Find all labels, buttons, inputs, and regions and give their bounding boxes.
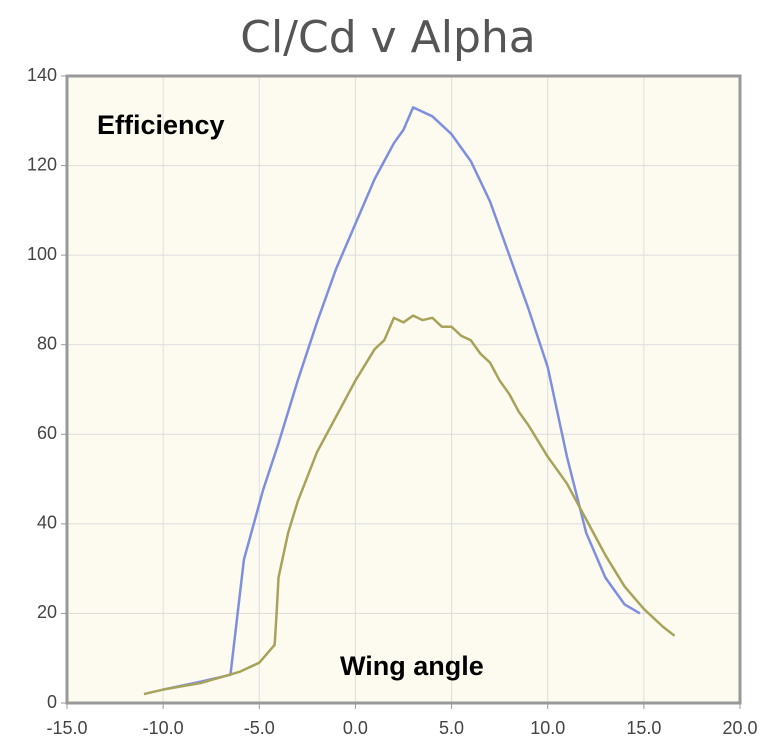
y-tick-label: 60 [37,423,57,443]
y-tick-label: 100 [27,244,57,264]
y-axis-label: Efficiency [97,110,225,140]
x-tick-label: -15.0 [46,718,87,738]
plot-area [67,76,740,703]
plot-border [65,74,742,705]
y-tick-label: 140 [27,65,57,85]
y-tick-label: 120 [27,154,57,174]
x-tick-label: -5.0 [244,718,275,738]
x-tick-label: 15.0 [626,718,661,738]
x-axis-label: Wing angle [340,651,484,681]
x-tick-label: 10.0 [530,718,565,738]
series-line [162,106,641,691]
series-line [143,314,676,696]
x-tick-label: 20.0 [722,718,757,738]
y-tick-label: 20 [37,602,57,622]
x-tick-label: 0.0 [343,718,368,738]
y-tick-label: 0 [47,692,57,712]
y-tick-label: 40 [37,513,57,533]
y-tick-label: 80 [37,333,57,353]
x-tick-label: -10.0 [143,718,184,738]
x-tick-label: 5.0 [439,718,464,738]
chart-title: Cl/Cd v Alpha [240,12,536,63]
